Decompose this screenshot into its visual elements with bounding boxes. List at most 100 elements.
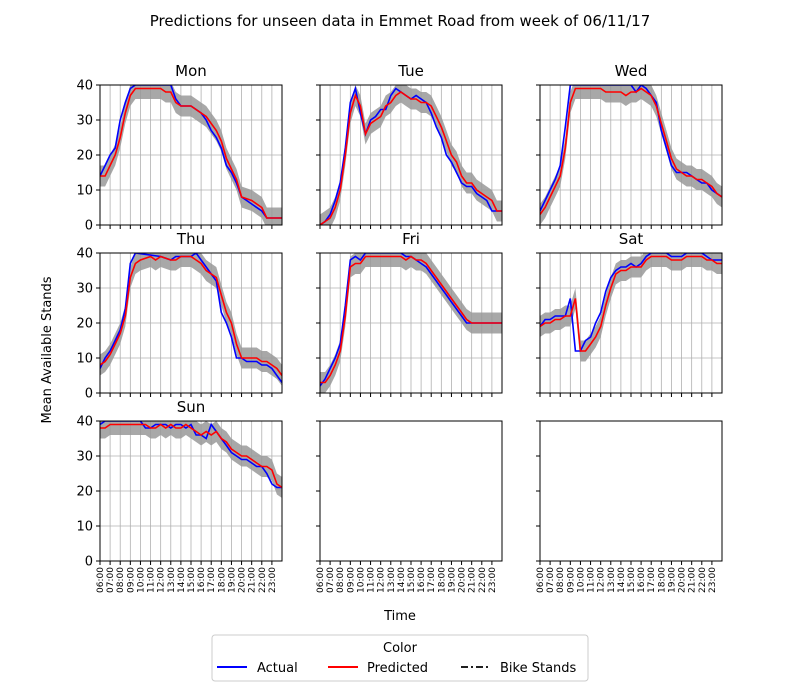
x-tick-label: 22:00	[258, 567, 268, 593]
x-tick-label: 14:00	[397, 567, 407, 593]
x-tick-label: 21:00	[248, 567, 258, 593]
y-tick-label: 40	[76, 415, 93, 430]
legend-title: Color	[383, 641, 418, 656]
y-tick-label: 40	[76, 79, 93, 94]
panel-tue: Tue	[316, 62, 503, 229]
legend: Color Actual Predicted Bike Stands	[211, 634, 589, 682]
x-tick-label: 18:00	[217, 567, 227, 593]
x-tick-label: 11:00	[367, 567, 377, 593]
x-tick-label: 06:00	[536, 567, 546, 593]
y-tick-label: 30	[76, 114, 93, 129]
panel-title: Tue	[397, 62, 424, 80]
panel-empty-7: 06:00 07:00 08:00 09:00 10:00 11:00 12:00 13:00…	[316, 420, 503, 593]
x-tick-label: 17:00	[207, 567, 217, 593]
panel-fri: Fri	[316, 230, 503, 397]
y-tick-label: 10	[76, 184, 93, 199]
x-tick-label: 22:00	[478, 567, 488, 593]
panel-sun: Sun 0 10 20 30 40 06:00 07:00 08:00 09:00 10:00 11:…	[76, 398, 283, 593]
y-tick-label: 0	[85, 219, 93, 234]
x-tick-label: 10:00	[576, 567, 586, 593]
x-tick-label: 15:00	[187, 567, 197, 593]
axes-frame	[319, 420, 503, 562]
x-tick-label: 12:00	[597, 567, 607, 593]
series-predicted	[540, 255, 722, 352]
y-tick-label: 10	[76, 520, 93, 535]
x-tick-label: 12:00	[377, 567, 387, 593]
y-tick-label: 40	[76, 247, 93, 262]
x-tick-label: 07:00	[326, 567, 336, 593]
x-tick-label: 13:00	[387, 567, 397, 593]
y-tick-label: 10	[76, 352, 93, 367]
x-tick-label: 16:00	[197, 567, 207, 593]
x-tick-label: 16:00	[637, 567, 647, 593]
panel-title: Sat	[619, 230, 644, 248]
x-tick-label: 14:00	[177, 567, 187, 593]
panel-mon: Mon 0 10 20 30 40	[76, 62, 283, 234]
x-tick-label: 19:00	[227, 567, 237, 593]
y-tick-label: 30	[76, 282, 93, 297]
panel-title: Wed	[615, 62, 648, 80]
series-actual	[100, 421, 282, 489]
x-tick-label: 23:00	[488, 567, 498, 593]
x-tick-label: 16:00	[417, 567, 427, 593]
legend-label-bike-stands: Bike Stands	[500, 661, 577, 676]
panel-title: Sun	[177, 398, 206, 416]
panel-title: Fri	[402, 230, 420, 248]
x-tick-label: 13:00	[607, 567, 617, 593]
series-predicted	[100, 423, 282, 489]
confidence-band	[100, 253, 282, 386]
x-tick-label: 17:00	[427, 567, 437, 593]
legend-frame	[211, 634, 589, 682]
y-axis-label: Mean Available Stands	[40, 276, 55, 423]
panel-title: Thu	[176, 230, 205, 248]
panel-thu: Thu 0 10 20 30 40	[76, 230, 283, 402]
chart-title: Predictions for unseen data in Emmet Roa…	[150, 12, 651, 30]
confidence-band	[320, 253, 502, 393]
x-tick-label: 21:00	[688, 567, 698, 593]
panel-sat: Sat	[536, 230, 723, 397]
confidence-band	[100, 85, 282, 225]
x-tick-label: 08:00	[116, 567, 126, 593]
x-tick-label: 09:00	[346, 567, 356, 593]
y-tick-label: 20	[76, 485, 93, 500]
x-tick-label: 08:00	[336, 567, 346, 593]
panel-wed: Wed	[536, 62, 723, 229]
x-tick-label: 23:00	[268, 567, 278, 593]
x-tick-label: 17:00	[647, 567, 657, 593]
x-tick-label: 20:00	[458, 567, 468, 593]
series-predicted	[100, 255, 282, 376]
x-tick-label: 21:00	[468, 567, 478, 593]
x-tick-label: 20:00	[238, 567, 248, 593]
y-tick-label: 20	[76, 149, 93, 164]
x-tick-label: 23:00	[708, 567, 718, 593]
panel-title: Mon	[175, 62, 207, 80]
x-tick-label: 10:00	[136, 567, 146, 593]
y-tick-label: 0	[85, 387, 93, 402]
series-predicted	[540, 87, 722, 215]
x-tick-label: 14:00	[617, 567, 627, 593]
x-tick-label: 19:00	[667, 567, 677, 593]
x-tick-label: 09:00	[566, 567, 576, 593]
grid	[99, 252, 282, 394]
x-tick-label: 15:00	[627, 567, 637, 593]
grid	[99, 420, 282, 562]
x-tick-label: 12:00	[157, 567, 167, 593]
y-tick-label: 30	[76, 450, 93, 465]
x-tick-label: 22:00	[698, 567, 708, 593]
y-tick-label: 0	[85, 555, 93, 570]
x-tick-label: 07:00	[106, 567, 116, 593]
x-tick-label: 18:00	[437, 567, 447, 593]
panel-grid: Mon 0 10 20 30 40 Tue Wed Thu 0 10 20 30 40 Fri Sat Sun 0…	[76, 62, 723, 593]
x-axis-label: Time	[383, 609, 416, 624]
axes-frame	[539, 420, 723, 562]
legend-label-actual: Actual	[257, 661, 298, 676]
grid	[539, 84, 722, 226]
series-predicted	[100, 87, 282, 219]
series-actual	[540, 253, 722, 352]
x-tick-label: 13:00	[167, 567, 177, 593]
x-tick-label: 11:00	[587, 567, 597, 593]
x-tick-label: 19:00	[447, 567, 457, 593]
x-tick-label: 07:00	[546, 567, 556, 593]
series-actual	[100, 253, 282, 383]
